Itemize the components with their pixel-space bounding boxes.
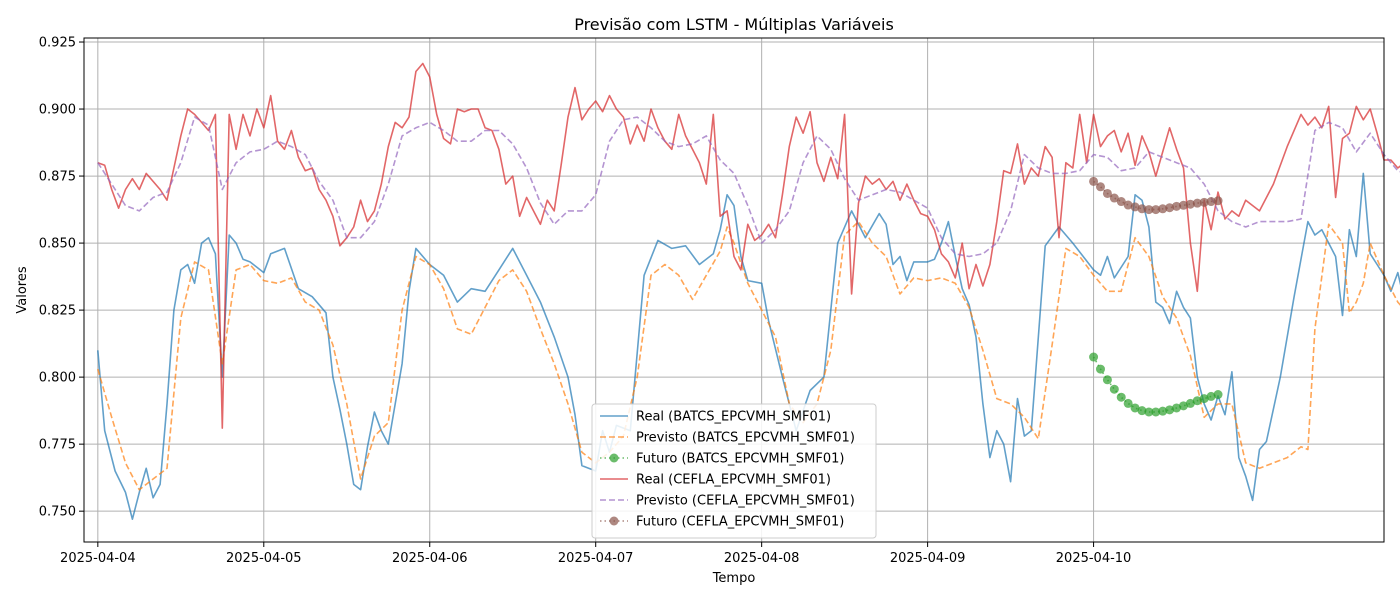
series-marker (1151, 407, 1161, 417)
series-marker (1109, 384, 1119, 394)
series-marker (1123, 200, 1133, 210)
series-marker (1185, 398, 1195, 408)
legend-label: Futuro (BATCS_EPCVMH_SMF01) (636, 452, 844, 467)
series-line (97, 62, 1400, 429)
legend-marker (609, 453, 619, 463)
series-5 (1089, 176, 1223, 215)
series-marker (1137, 406, 1147, 416)
y-axis: 0.750 0.775 0.800 0.825 0.850 0.875 0.900 0.925 (39, 36, 84, 520)
series-marker (1172, 201, 1182, 211)
legend-label: Previsto (CEFLA_EPCVMH_SMF01) (636, 494, 855, 509)
legend-label: Real (BATCS_EPCVMH_SMF01) (636, 410, 831, 425)
legend-entry: Previsto (BATCS_EPCVMH_SMF01) (600, 431, 855, 446)
x-tick-label: 2025-04-04 (60, 551, 136, 566)
series-marker (1192, 396, 1202, 406)
series-marker (1089, 352, 1099, 362)
y-tick-label: 0.925 (39, 36, 76, 51)
legend-label: Previsto (BATCS_EPCVMH_SMF01) (636, 431, 855, 446)
chart-title: Previsão com LSTM - Múltiplas Variáveis (574, 15, 894, 34)
axes-frame (83, 37, 1385, 543)
series-layer (97, 62, 1400, 521)
series-marker (1102, 188, 1112, 198)
series-marker (1144, 205, 1154, 215)
series-marker (1178, 200, 1188, 210)
series-marker (1213, 196, 1223, 206)
y-axis-label: Valores (15, 266, 30, 313)
series-marker (1206, 197, 1216, 207)
y-tick-label: 0.800 (39, 371, 76, 386)
series-marker (1185, 199, 1195, 209)
legend-marker (609, 516, 619, 526)
legend-entry: Futuro (CEFLA_EPCVMH_SMF01) (600, 515, 844, 530)
series-marker (1095, 182, 1105, 192)
x-axis: 2025-04-04 2025-04-05 2025-04-06 2025-04-07… (60, 542, 1131, 566)
series-marker (1192, 198, 1202, 208)
y-tick-label: 0.900 (39, 103, 76, 118)
series-marker (1109, 193, 1119, 203)
series-1 (97, 220, 1400, 491)
legend-label: Futuro (CEFLA_EPCVMH_SMF01) (636, 515, 844, 530)
series-line (97, 220, 1400, 491)
legend: Real (BATCS_EPCVMH_SMF01) Previsto (BATCS… (591, 403, 877, 539)
series-marker (1165, 405, 1175, 415)
series-line (97, 116, 1400, 258)
y-tick-label: 0.850 (39, 237, 76, 252)
legend-label: Real (CEFLA_EPCVMH_SMF01) (636, 473, 831, 488)
series-marker (1178, 401, 1188, 411)
x-tick-label: 2025-04-09 (890, 551, 966, 566)
y-tick-label: 0.825 (39, 304, 76, 319)
series-marker (1199, 197, 1209, 207)
x-tick-label: 2025-04-08 (724, 551, 800, 566)
x-tick-label: 2025-04-07 (558, 551, 634, 566)
series-marker (1116, 392, 1126, 402)
series-marker (1116, 197, 1126, 207)
series-marker (1144, 407, 1154, 417)
legend-box (591, 403, 877, 539)
legend-entry: Previsto (CEFLA_EPCVMH_SMF01) (600, 494, 855, 509)
series-0 (97, 172, 1400, 521)
series-marker (1158, 204, 1168, 214)
series-marker (1158, 406, 1168, 416)
series-marker (1089, 176, 1099, 186)
series-marker (1102, 375, 1112, 385)
series-3 (97, 62, 1400, 429)
series-marker (1130, 202, 1140, 212)
series-marker (1130, 403, 1140, 413)
y-tick-label: 0.750 (39, 505, 76, 520)
series-4 (97, 116, 1400, 258)
x-axis-label: Tempo (712, 571, 756, 586)
series-marker (1165, 203, 1175, 213)
y-tick-label: 0.875 (39, 170, 76, 185)
series-marker (1137, 204, 1147, 214)
x-tick-label: 2025-04-05 (226, 551, 302, 566)
y-tick-label: 0.775 (39, 438, 76, 453)
legend-entry: Futuro (BATCS_EPCVMH_SMF01) (600, 452, 844, 467)
x-tick-label: 2025-04-06 (392, 551, 468, 566)
series-line (97, 172, 1400, 521)
grid (84, 38, 1384, 542)
series-marker (1213, 390, 1223, 400)
series-marker (1199, 394, 1209, 404)
series-marker (1123, 398, 1133, 408)
series-marker (1095, 364, 1105, 374)
x-tick-label: 2025-04-10 (1056, 551, 1132, 566)
series-2 (1089, 352, 1223, 417)
series-marker (1172, 403, 1182, 413)
series-marker (1151, 205, 1161, 215)
legend-entry: Real (BATCS_EPCVMH_SMF01) (600, 410, 831, 425)
series-marker (1206, 391, 1216, 401)
legend-entry: Real (CEFLA_EPCVMH_SMF01) (600, 473, 831, 488)
